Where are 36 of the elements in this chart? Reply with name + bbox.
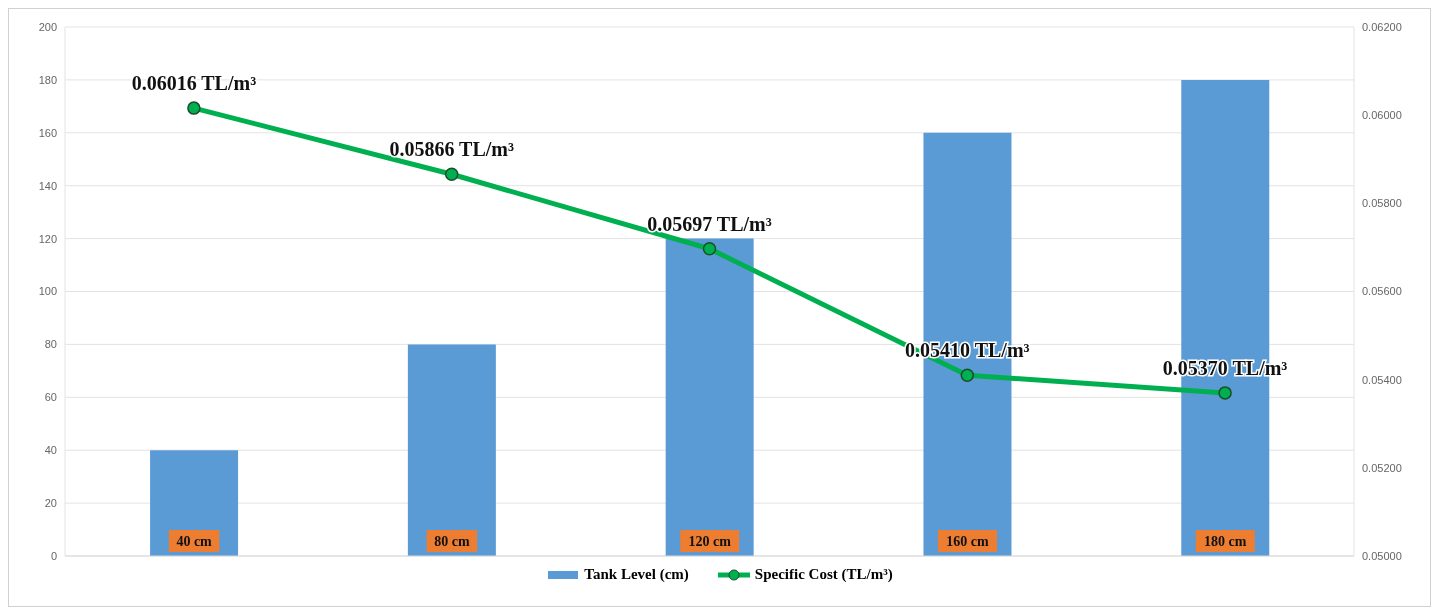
y2-tick-label: 0.05800 xyxy=(1362,197,1402,210)
data-label: 40 cm xyxy=(176,534,213,549)
data-label: 160 cm xyxy=(946,534,989,549)
legend-label: Specific Cost (TL/m³) xyxy=(753,566,893,583)
y2-tick-label: 0.05200 xyxy=(1362,461,1402,474)
point xyxy=(1218,386,1232,400)
bar xyxy=(665,238,754,556)
data-label: 80 cm xyxy=(434,534,470,549)
data-label: 0.05866 TL/m³ xyxy=(389,138,514,161)
point xyxy=(960,368,975,383)
y2-tick-label: 0.05000 xyxy=(1362,549,1402,562)
y-tick-label: 120 xyxy=(38,232,57,245)
data-label: 180 cm xyxy=(1204,534,1247,549)
y-tick-label: 100 xyxy=(38,285,57,298)
y2-tick-label: 0.06200 xyxy=(1362,20,1402,33)
data-label: 0.05697 TL/m³ xyxy=(647,212,772,235)
point xyxy=(702,241,717,256)
y-tick-label: 20 xyxy=(44,497,57,510)
legend-label: Tank Level (cm) xyxy=(583,566,689,583)
data-label: 120 cm xyxy=(688,534,732,549)
y-tick-label: 160 xyxy=(38,126,57,139)
y-tick-label: 0 xyxy=(50,549,57,562)
bar xyxy=(150,450,239,556)
y2-tick-label: 0.05400 xyxy=(1362,373,1402,386)
y2-tick-label: 0.06000 xyxy=(1362,109,1402,122)
bar xyxy=(407,344,496,556)
y-tick-label: 40 xyxy=(44,444,57,457)
y-tick-label: 200 xyxy=(38,20,57,33)
y2-tick-label: 0.05600 xyxy=(1362,285,1402,298)
y-tick-label: 140 xyxy=(38,179,57,192)
point xyxy=(187,101,201,115)
point xyxy=(444,167,459,181)
y-tick-label: 80 xyxy=(44,338,57,351)
y-tick-label: 60 xyxy=(44,391,57,404)
data-label: 0.06016 TL/m³ xyxy=(131,72,257,95)
y-tick-label: 180 xyxy=(38,73,57,86)
